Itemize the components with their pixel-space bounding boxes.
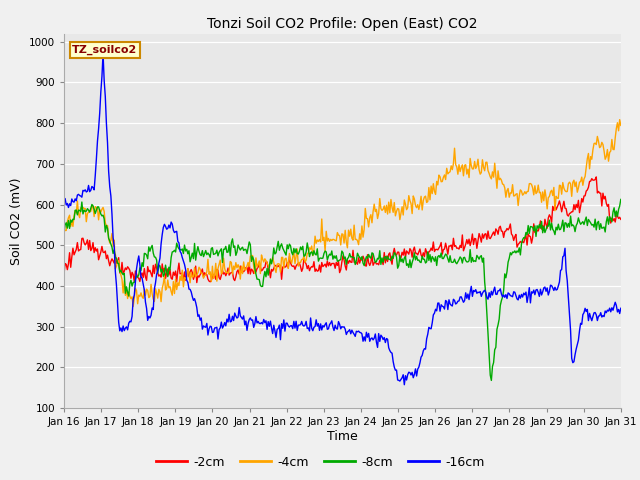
Title: Tonzi Soil CO2 Profile: Open (East) CO2: Tonzi Soil CO2 Profile: Open (East) CO2 xyxy=(207,17,477,31)
X-axis label: Time: Time xyxy=(327,430,358,443)
Text: TZ_soilco2: TZ_soilco2 xyxy=(72,45,138,55)
Y-axis label: Soil CO2 (mV): Soil CO2 (mV) xyxy=(10,177,23,264)
Legend: -2cm, -4cm, -8cm, -16cm: -2cm, -4cm, -8cm, -16cm xyxy=(150,451,490,474)
